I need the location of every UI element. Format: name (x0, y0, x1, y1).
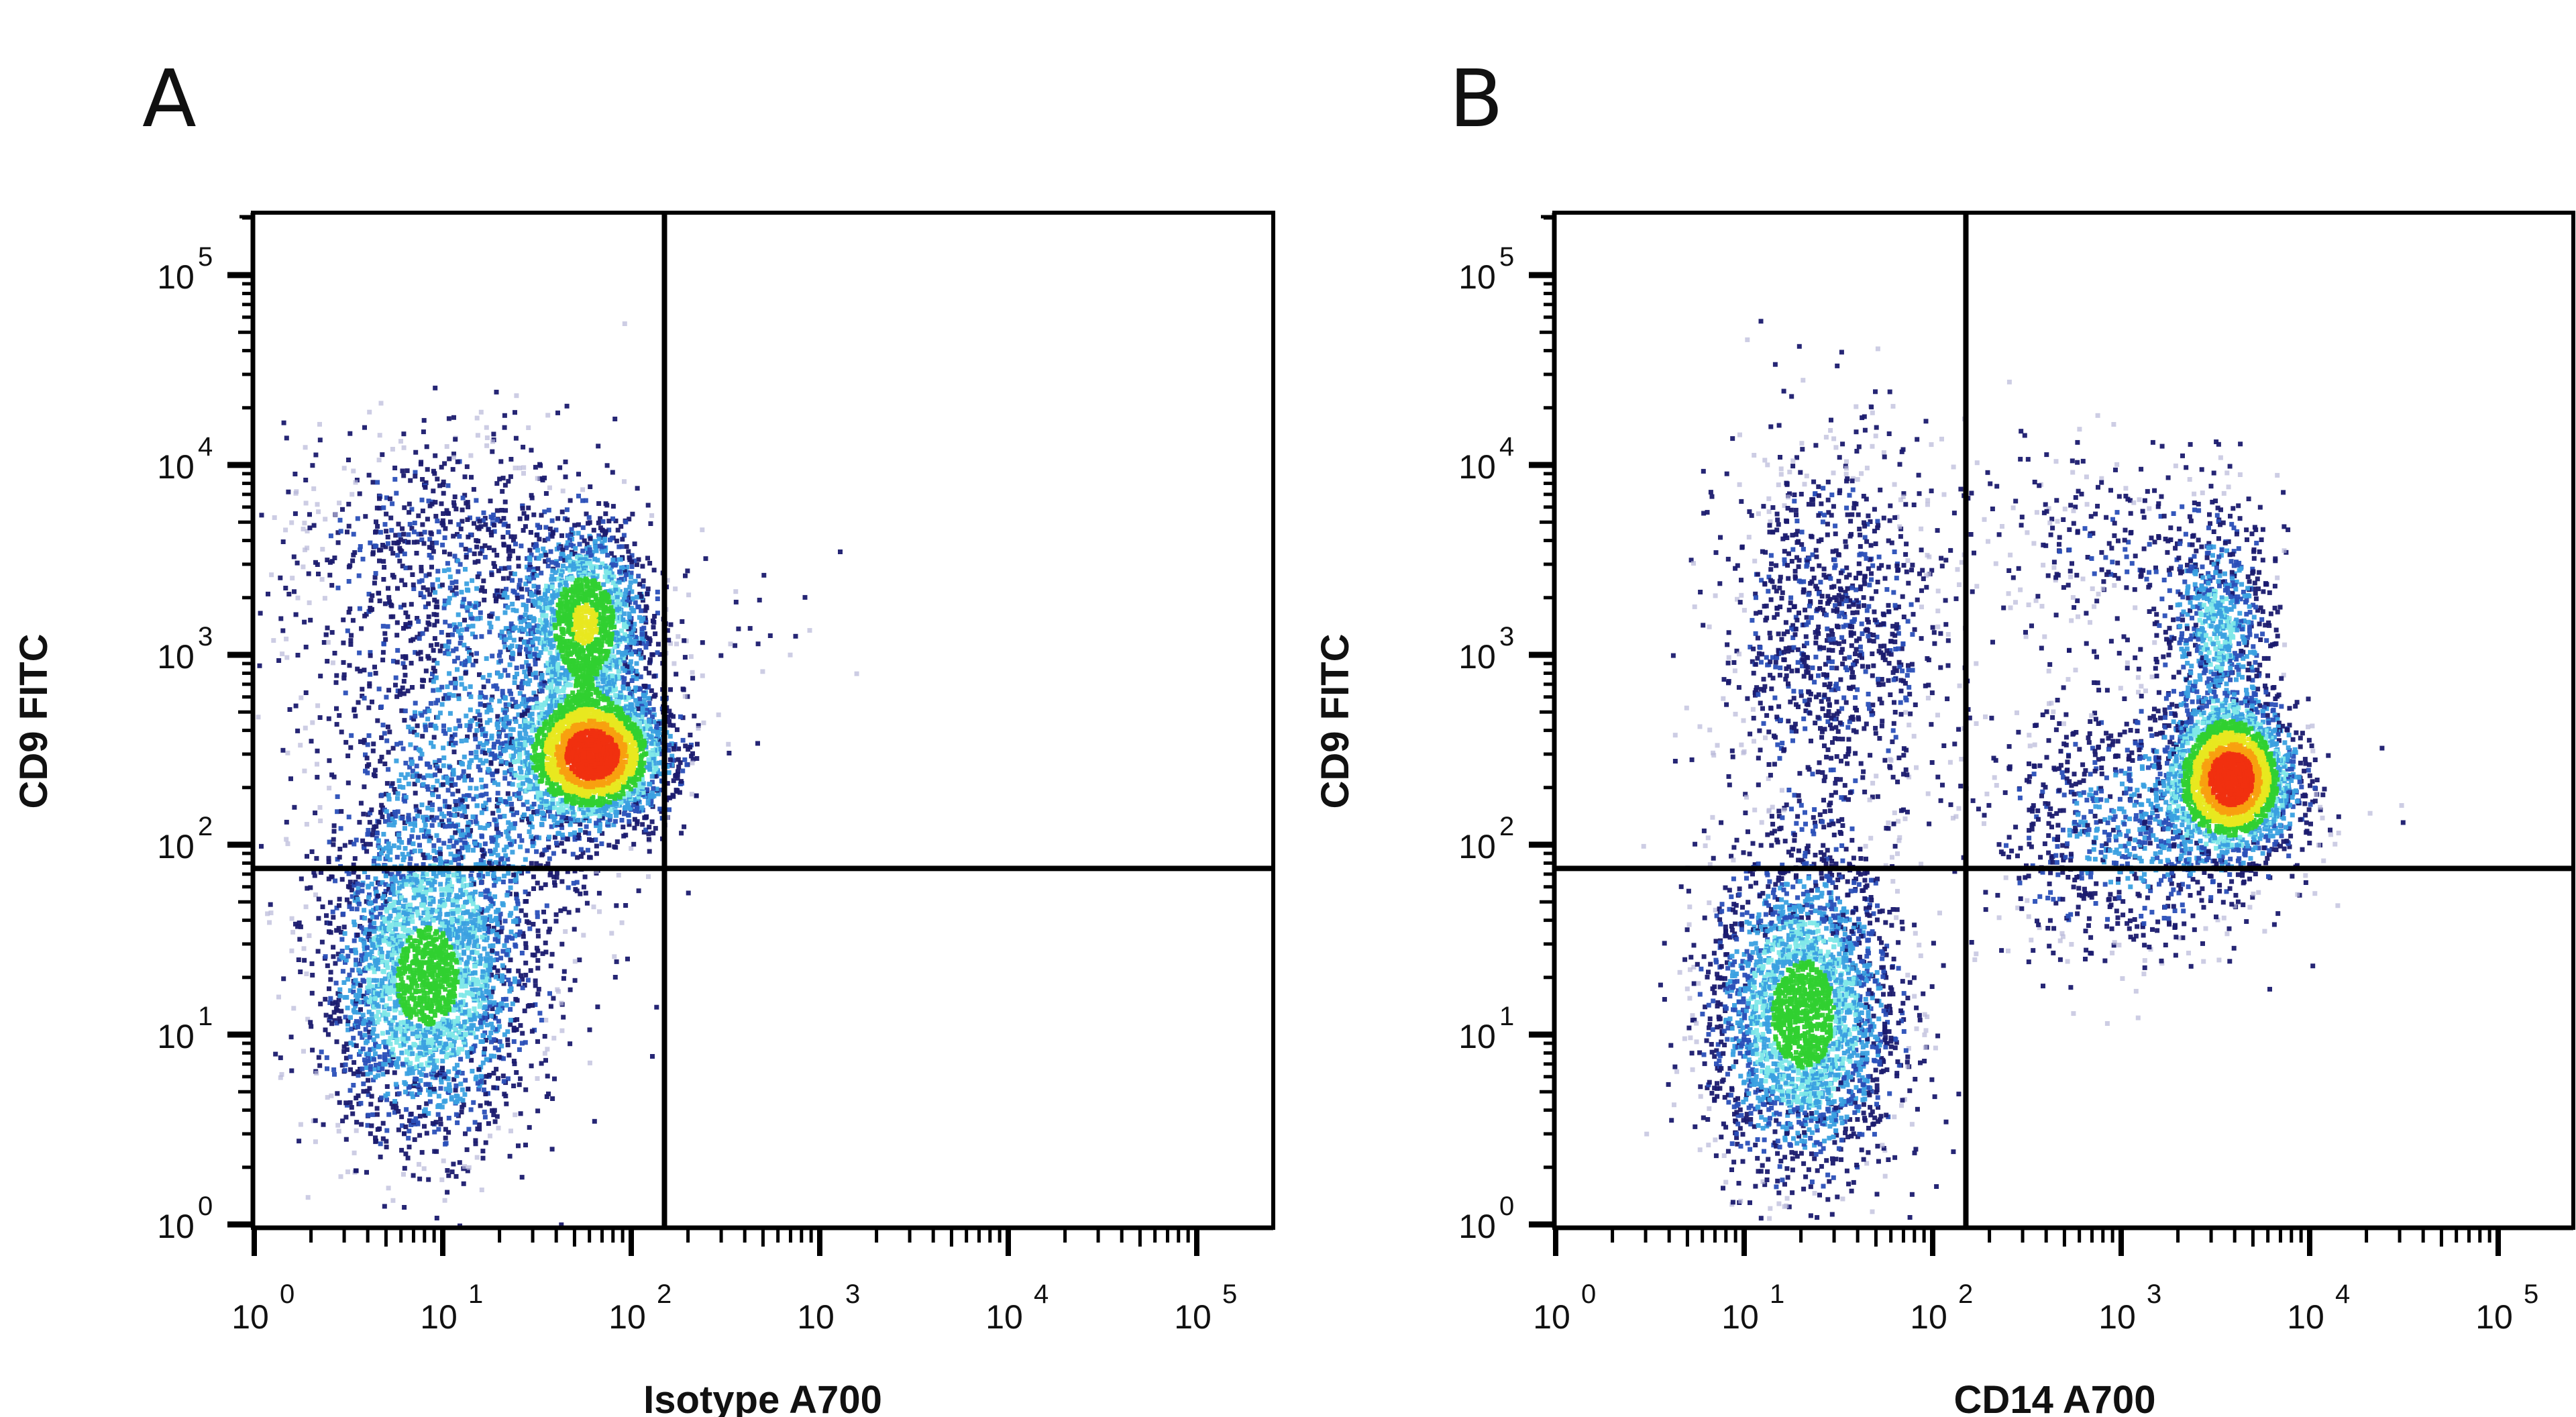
panel-a-y-axis-title: CD9 FITC (12, 634, 56, 809)
panel-a-letter: A (142, 52, 197, 145)
y-tick-label: 10 (157, 258, 195, 296)
y-tick-label: 10 (157, 1208, 195, 1245)
x-tick-exponent: 4 (2335, 1279, 2350, 1309)
panel-b-quadrant-gate (1554, 213, 2573, 1228)
y-tick-exponent: 0 (198, 1192, 213, 1221)
panel-b-x-axis-title: CD14 A700 (1954, 1378, 2156, 1417)
y-tick-exponent: 5 (198, 242, 213, 272)
x-tick-exponent: 3 (845, 1279, 860, 1309)
x-tick-label: 10 (231, 1298, 269, 1336)
y-tick-exponent: 2 (198, 812, 213, 841)
y-tick-label: 10 (1458, 1018, 1496, 1055)
y-tick-label: 10 (1458, 638, 1496, 676)
y-tick-exponent: 1 (1499, 1002, 1514, 1031)
y-tick-exponent: 5 (1499, 242, 1514, 272)
x-tick-label: 10 (608, 1298, 646, 1336)
x-tick-label: 10 (1174, 1298, 1212, 1336)
panel-b-x-axis: 10 0 10 1 10 2 10 3 10 4 10 5 (1533, 1225, 2573, 1336)
panel-b-density-dots (1641, 319, 2406, 1221)
x-tick-exponent: 1 (1770, 1279, 1784, 1309)
y-tick-exponent: 4 (198, 432, 213, 462)
x-tick-exponent: 0 (280, 1279, 294, 1309)
x-tick-label: 10 (2475, 1298, 2513, 1336)
x-tick-label: 10 (1910, 1298, 1947, 1336)
x-tick-label: 10 (1533, 1298, 1570, 1336)
x-tick-label: 10 (797, 1298, 835, 1336)
panel-b-letter: B (1449, 52, 1503, 145)
x-tick-exponent: 0 (1581, 1279, 1596, 1309)
panel-a-x-axis-title: Isotype A700 (643, 1378, 882, 1417)
x-tick-exponent: 4 (1034, 1279, 1049, 1309)
y-tick-exponent: 4 (1499, 432, 1514, 462)
panel-b-y-axis-title: CD9 FITC (1313, 634, 1357, 809)
x-tick-label: 10 (2098, 1298, 2136, 1336)
y-tick-label: 10 (157, 1018, 195, 1055)
y-tick-label: 10 (157, 638, 195, 676)
x-tick-label: 10 (1721, 1298, 1759, 1336)
panel-b-plot-frame (1552, 211, 2575, 1230)
y-tick-label: 10 (1458, 828, 1496, 865)
x-tick-exponent: 2 (657, 1279, 672, 1309)
panel-a-density-dots (256, 321, 859, 1228)
y-tick-exponent: 3 (1499, 622, 1514, 651)
x-tick-exponent: 1 (468, 1279, 483, 1309)
x-tick-exponent: 2 (1958, 1279, 1973, 1309)
y-tick-exponent: 0 (1499, 1192, 1514, 1221)
panel-a-quadrant-gate (253, 213, 1273, 1228)
panel-a-x-axis: 10 0 10 1 10 2 10 3 10 4 10 5 (231, 1225, 1273, 1336)
y-tick-label: 10 (1458, 1208, 1496, 1245)
y-tick-label: 10 (157, 828, 195, 865)
y-tick-label: 10 (157, 448, 195, 486)
x-tick-label: 10 (2287, 1298, 2324, 1336)
x-tick-label: 10 (420, 1298, 458, 1336)
y-tick-exponent: 3 (198, 622, 213, 651)
x-tick-label: 10 (985, 1298, 1023, 1336)
y-tick-label: 10 (1458, 258, 1496, 296)
y-tick-label: 10 (1458, 448, 1496, 486)
y-tick-exponent: 1 (198, 1002, 213, 1031)
x-tick-exponent: 5 (1222, 1279, 1237, 1309)
x-tick-exponent: 3 (2147, 1279, 2161, 1309)
y-tick-exponent: 2 (1499, 812, 1514, 841)
x-tick-exponent: 5 (2524, 1279, 2538, 1309)
